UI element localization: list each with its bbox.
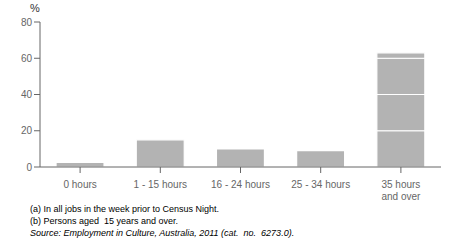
svg-text:20: 20 <box>21 125 33 136</box>
svg-text:80: 80 <box>21 17 33 28</box>
html-text:Source: Employment in Culture,: Source: Employment in Culture, Australia… <box>30 228 295 238</box>
html-text:(a) In all jobs in the week pr: (a) In all jobs in the week prior to Cen… <box>30 204 220 214</box>
svg-text:60: 60 <box>21 53 33 64</box>
html-text:(b) Persons aged 15 years and: (b) Persons aged 15 years and over. <box>30 216 179 226</box>
svg-text:16 - 24 hours: 16 - 24 hours <box>211 179 270 190</box>
svg-text:1 - 15 hours: 1 - 15 hours <box>134 179 187 190</box>
svg-text:0 hours: 0 hours <box>63 179 96 190</box>
svg-text:40: 40 <box>21 89 33 100</box>
svg-text:0: 0 <box>26 162 32 173</box>
svg-text:25 - 34 hours: 25 - 34 hours <box>291 179 350 190</box>
svg-text:35 hoursand over: 35 hoursand over <box>381 179 421 201</box>
